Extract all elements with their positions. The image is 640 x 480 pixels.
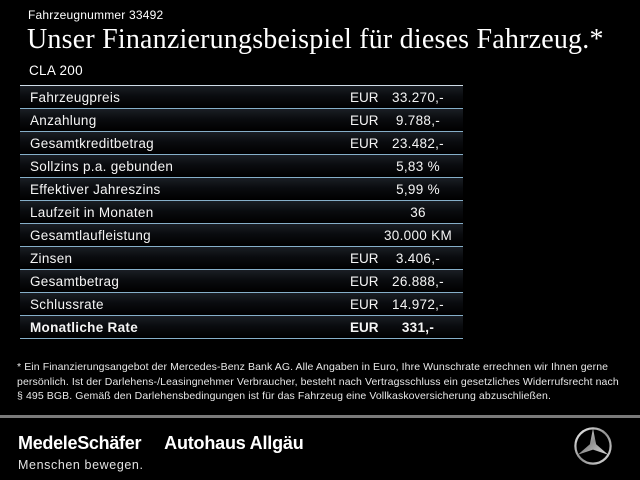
dealer-logo-autohaus-allgaeu: Autohaus Allgäu xyxy=(164,433,304,453)
row-label: Zinsen xyxy=(30,250,73,266)
row-label: Laufzeit in Monaten xyxy=(30,204,154,220)
row-value: 5,83 % xyxy=(396,158,440,174)
row-value: 14.972,- xyxy=(392,296,444,312)
row-label: Anzahlung xyxy=(30,112,97,128)
row-label: Schlussrate xyxy=(30,296,104,312)
row-value: 26.888,- xyxy=(392,273,444,289)
row-currency: EUR xyxy=(350,135,379,151)
footer-divider xyxy=(0,415,640,418)
row-label: Sollzins p.a. gebunden xyxy=(30,158,174,174)
table-row: Gesamtbetrag EUR 26.888,- xyxy=(20,270,463,293)
table-row: Schlussrate EUR 14.972,- xyxy=(20,293,463,316)
table-row: Monatliche Rate EUR 331,- xyxy=(20,316,463,339)
vehicle-number: Fahrzeugnummer 33492 xyxy=(28,8,164,22)
dealer-wordmarks: MedeleSchäfer Autohaus Allgäu xyxy=(18,433,304,454)
table-row: Sollzins p.a. gebunden 5,83 % xyxy=(20,155,463,178)
dealer-block: MedeleSchäfer Autohaus Allgäu Menschen b… xyxy=(18,433,304,472)
row-value: 9.788,- xyxy=(395,112,441,128)
finance-table: Fahrzeugpreis EUR 33.270,- Anzahlung EUR 9.78… xyxy=(20,85,463,339)
row-currency: EUR xyxy=(350,296,379,312)
row-label: Effektiver Jahreszins xyxy=(30,181,161,197)
row-value: 331,- xyxy=(401,319,435,335)
mercedes-star-icon xyxy=(573,426,613,466)
row-label: Gesamtkreditbetrag xyxy=(30,135,154,151)
footnote-line: § 495 BGB. Gemäß den Darlehensbedingunge… xyxy=(17,390,551,402)
table-row: Zinsen EUR 3.406,- xyxy=(20,247,463,270)
dealer-logo-medeleschaefer: MedeleSchäfer xyxy=(18,433,142,453)
page-title: Unser Finanzierungsbeispiel für dieses F… xyxy=(27,24,604,55)
vehicle-model: CLA 200 xyxy=(29,63,83,78)
row-label: Gesamtlaufleistung xyxy=(30,227,151,243)
row-value: 3.406,- xyxy=(395,250,441,266)
row-currency: EUR xyxy=(350,273,379,289)
row-value: 33.270,- xyxy=(392,89,444,105)
row-currency: EUR xyxy=(350,250,379,266)
table-row: Fahrzeugpreis EUR 33.270,- xyxy=(20,86,463,109)
table-row: Gesamtlaufleistung 30.000 KM xyxy=(20,224,463,247)
row-label: Monatliche Rate xyxy=(30,319,139,335)
row-currency: EUR xyxy=(350,89,379,105)
footnote-line: persönlich. Ist der Darlehens-/Leasingne… xyxy=(17,375,619,388)
table-row: Laufzeit in Monaten 36 xyxy=(20,201,463,224)
row-value: 23.482,- xyxy=(392,135,444,151)
dealer-slogan: Menschen bewegen. xyxy=(18,458,144,472)
row-value: 36 xyxy=(410,204,426,220)
row-value: 5,99 % xyxy=(396,181,440,197)
row-label: Fahrzeugpreis xyxy=(30,89,121,105)
row-label: Gesamtbetrag xyxy=(30,273,120,289)
legal-footnote: * Ein Finanzierungsangebot der Mercedes-… xyxy=(17,360,633,404)
table-row: Anzahlung EUR 9.788,- xyxy=(20,109,463,132)
row-currency: EUR xyxy=(350,112,379,128)
table-row: Effektiver Jahreszins 5,99 % xyxy=(20,178,463,201)
table-row: Gesamtkreditbetrag EUR 23.482,- xyxy=(20,132,463,155)
row-currency: EUR xyxy=(350,319,379,335)
footnote-line: * Ein Finanzierungsangebot der Mercedes-… xyxy=(17,361,609,373)
row-value: 30.000 KM xyxy=(384,227,452,243)
